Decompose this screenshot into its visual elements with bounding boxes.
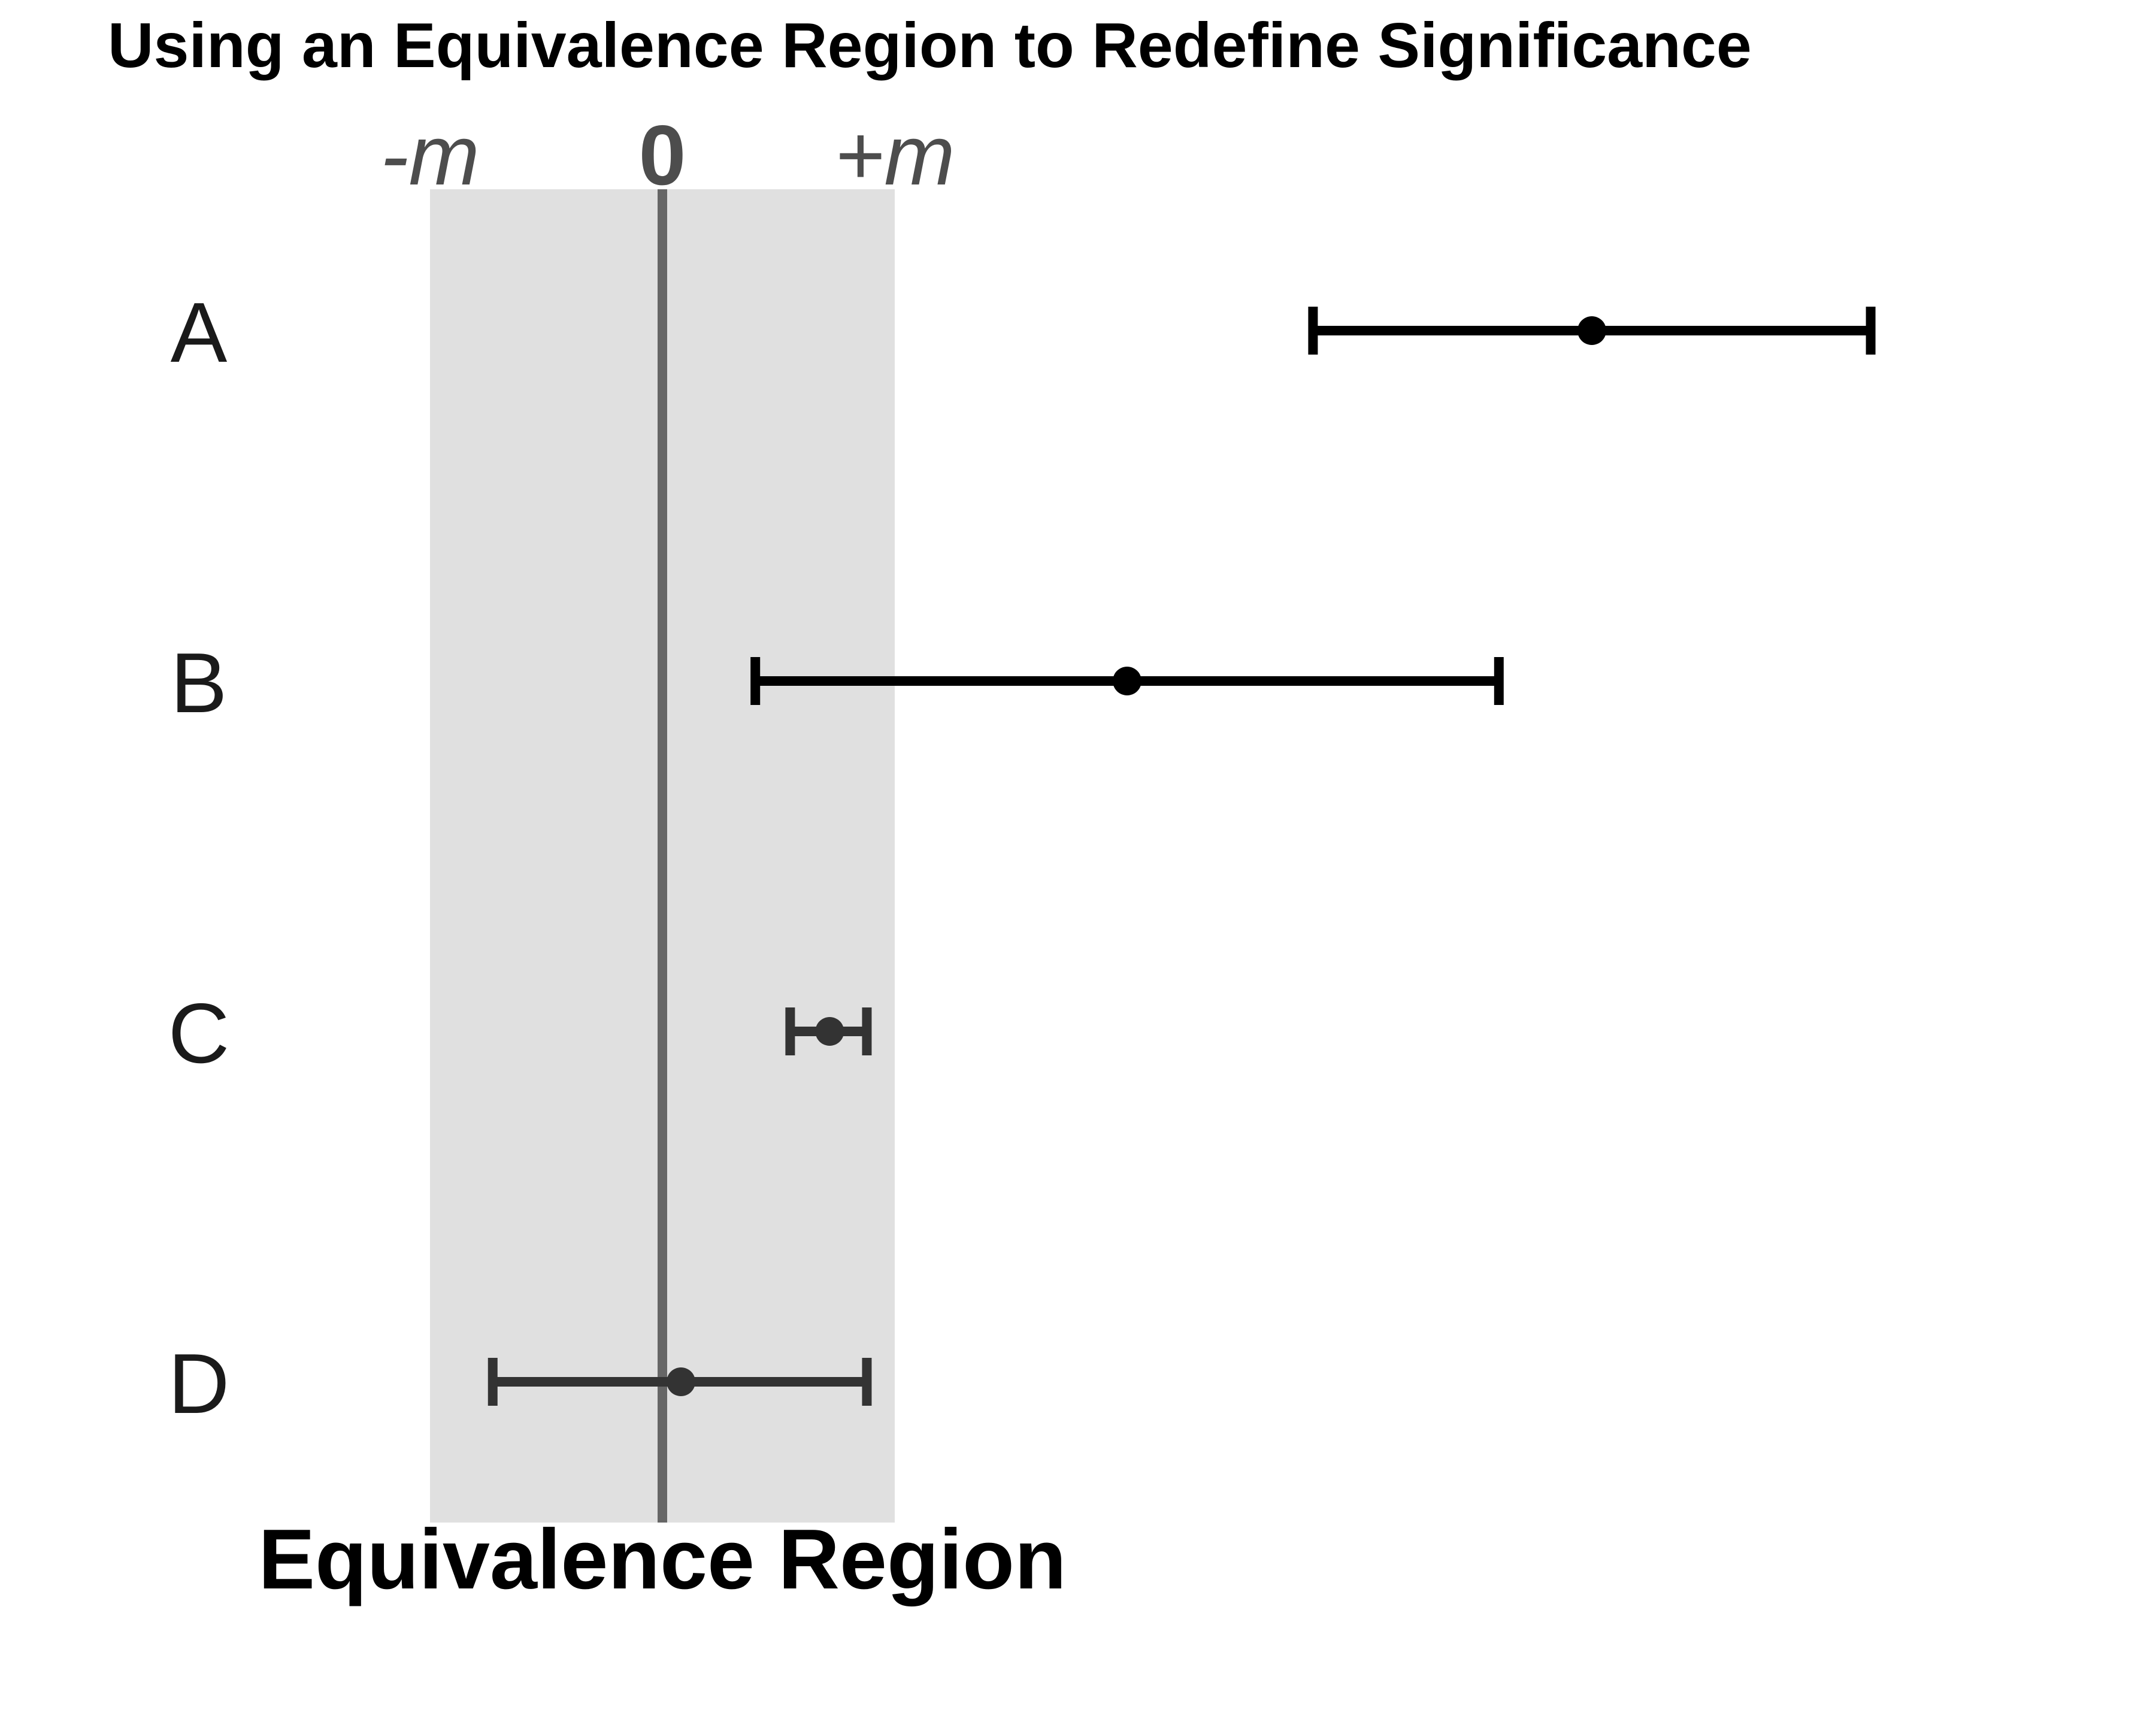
error-bar-a xyxy=(1308,307,1876,355)
x-tick-label: 0 xyxy=(639,108,686,203)
x-tick-label: -m xyxy=(380,108,480,203)
point-estimate xyxy=(1113,667,1141,695)
point-estimate xyxy=(815,1017,844,1046)
category-label: A xyxy=(171,285,228,380)
point-estimate xyxy=(1577,316,1606,345)
category-label: D xyxy=(168,1336,230,1432)
chart-title: Using an Equivalence Region to Redefine … xyxy=(108,10,1752,81)
equivalence-region-label: Equivalence Region xyxy=(258,1512,1066,1607)
error-bar-d xyxy=(487,1358,872,1406)
category-label: B xyxy=(171,635,228,731)
error-bar-c xyxy=(785,1007,872,1055)
error-bar-b xyxy=(750,657,1504,705)
x-tick-label: +m xyxy=(834,108,955,203)
category-labels: A B C D xyxy=(168,285,230,1432)
x-tick-labels: -m 0 +m xyxy=(380,108,955,203)
error-bars xyxy=(487,307,1876,1406)
point-estimate xyxy=(667,1367,696,1396)
category-label: C xyxy=(168,986,230,1081)
